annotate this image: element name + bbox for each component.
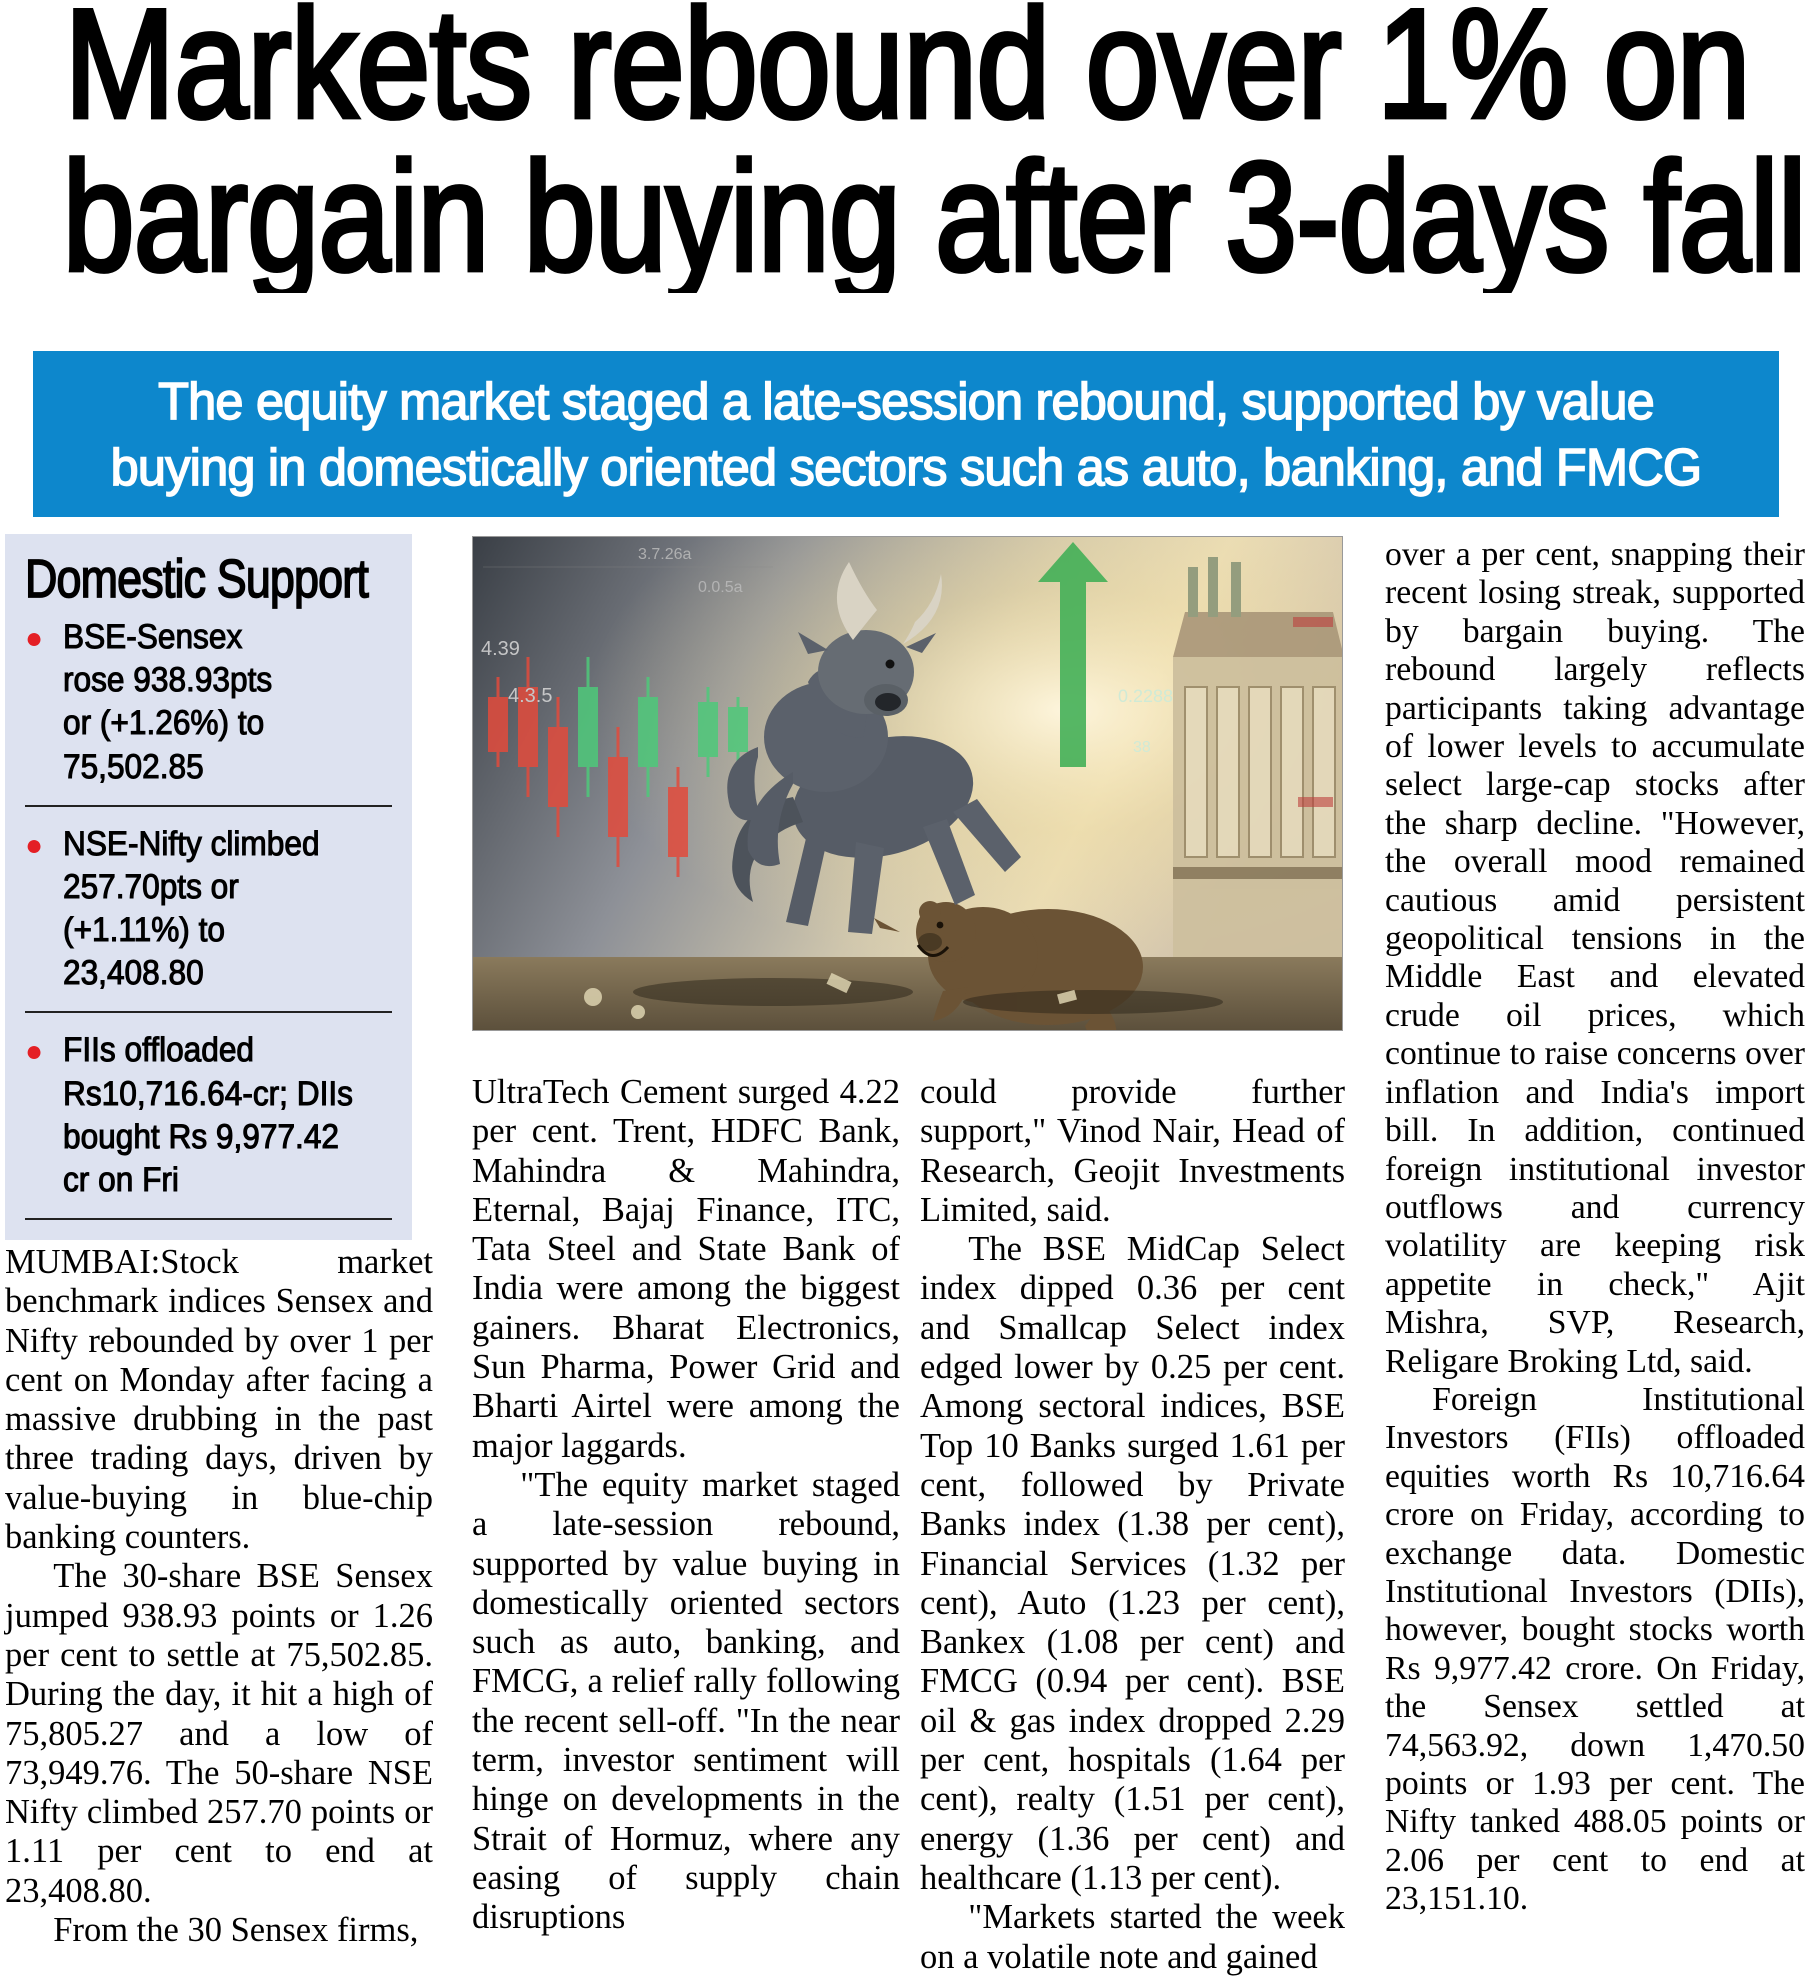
svg-text:0.2288: 0.2288 (1118, 686, 1173, 706)
svg-text:0.0.5a: 0.0.5a (698, 579, 743, 596)
svg-text:38: 38 (1133, 739, 1151, 756)
svg-text:4.39: 4.39 (481, 638, 520, 660)
svg-text:3.7.26a: 3.7.26a (638, 546, 691, 563)
svg-text:4.3.5: 4.3.5 (508, 685, 552, 707)
